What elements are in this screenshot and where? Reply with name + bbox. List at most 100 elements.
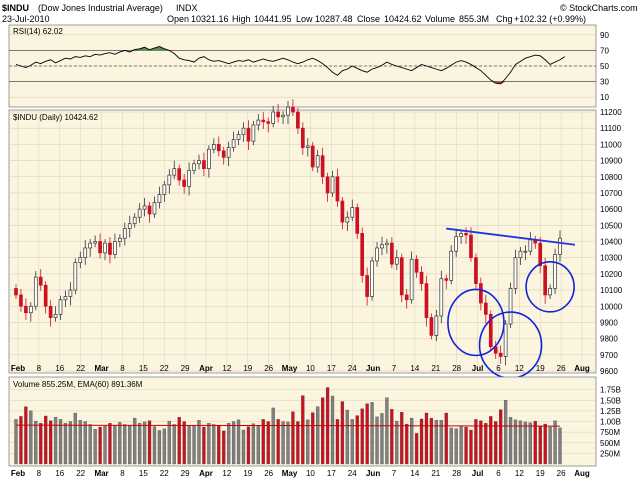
rsi-title: RSI(14) 62.02 [13, 27, 63, 36]
index-name: (Dow Jones Industrial Average) [38, 3, 163, 13]
price-x-label: 28 [452, 364, 461, 373]
price-x-label: 29 [181, 364, 190, 373]
volume-bar [320, 397, 325, 465]
volume-tick-label: 500M [600, 439, 620, 448]
volume-bar [133, 417, 137, 465]
highlight-circle [525, 261, 575, 313]
candle [404, 288, 409, 309]
volume-bar [370, 402, 374, 465]
volume-bar [147, 420, 152, 465]
volume-bar [281, 421, 285, 465]
volume-bar [157, 430, 162, 465]
rsi-extreme-fill [154, 46, 160, 51]
volume-bar [390, 409, 394, 465]
candle [385, 239, 389, 254]
price-tick-label: 9800 [600, 335, 618, 344]
candle [301, 122, 305, 155]
volume-bar [167, 420, 171, 465]
volume-bar [543, 423, 547, 465]
volume-tick-label: 1.25B [600, 407, 621, 416]
volume-bar [340, 401, 345, 465]
volume-bar [444, 412, 448, 465]
volume-bar [503, 400, 508, 465]
volume-bar [152, 426, 157, 465]
candle [310, 141, 315, 172]
high-value: 10441.95 [254, 14, 292, 24]
price-x-labels: Feb 8 16 22 Mar 8 15 22 29 Apr 12 19 26 May 10 17 24 Jun 7… [11, 364, 590, 373]
price-x-label: 22 [160, 364, 169, 373]
volume-x-label: 14 [410, 469, 419, 478]
chart-header: $INDU (Dow Jones Industrial Average) IND… [2, 3, 638, 24]
volume-bar [528, 422, 532, 465]
candle [14, 284, 18, 299]
price-x-label: 17 [327, 364, 336, 373]
candle [291, 99, 295, 117]
candle [157, 186, 162, 209]
rsi-tick-label: 30 [600, 78, 609, 87]
volume-bar [449, 427, 453, 465]
price-tick-label: 10100 [600, 286, 623, 295]
volume-bar [523, 421, 528, 465]
volume-bar [29, 410, 33, 465]
candle [375, 241, 379, 267]
volume-bar [459, 426, 463, 465]
price-x-label: Feb [11, 364, 25, 373]
volume-bar [231, 421, 236, 465]
volume-bar [88, 424, 92, 465]
candle [33, 271, 38, 311]
price-tick-label: 9600 [600, 367, 618, 376]
candle [211, 138, 216, 154]
price-x-label: 8 [37, 364, 42, 373]
price-x-label: Apr [199, 364, 213, 373]
volume-bar [291, 411, 295, 465]
volume-bar [83, 421, 87, 465]
candle [98, 233, 102, 259]
candle [63, 290, 68, 308]
price-x-label: 26 [264, 364, 273, 373]
candle [48, 300, 53, 327]
volume-x-label: 24 [348, 469, 357, 478]
price-x-label: 22 [76, 364, 85, 373]
volume-bar [103, 426, 107, 465]
candle [444, 274, 449, 290]
volume-bar [479, 420, 483, 465]
volume-bar [212, 424, 216, 465]
volume-x-label: Feb [11, 469, 25, 478]
candle [335, 168, 340, 207]
volume-bar [375, 416, 379, 465]
close-label: Close [357, 14, 380, 24]
price-title: $INDU (Daily) 10424.62 [13, 113, 98, 122]
volume-x-label: 8 [120, 469, 125, 478]
volume-x-label: 28 [452, 469, 461, 478]
candle [127, 215, 132, 238]
candle [246, 120, 251, 151]
price-tick-label: 10400 [600, 238, 623, 247]
price-tick-label: 10200 [600, 270, 623, 279]
rsi-tick-label: 70 [600, 46, 609, 55]
rsi-panel: 10 30 50 70 90 RSI(14) 62.02 [8, 24, 609, 108]
volume-x-label: 6 [496, 469, 501, 478]
volume-bar [538, 426, 542, 465]
candle [271, 106, 275, 128]
volume-bar [19, 416, 23, 465]
volume-x-label: 29 [181, 469, 190, 478]
candle [449, 245, 454, 285]
volume-bar [474, 419, 478, 465]
volume-bar [241, 429, 246, 465]
volume-x-label: 10 [306, 469, 315, 478]
price-x-label: 21 [431, 364, 440, 373]
candle [296, 107, 300, 134]
candle [142, 197, 147, 217]
candle [523, 245, 528, 261]
candle [454, 228, 458, 257]
rsi-ticks: 10 30 50 70 90 [600, 31, 609, 102]
candle [558, 230, 562, 262]
volume-x-label: 22 [76, 469, 85, 478]
volume-tick-label: 750M [600, 428, 620, 437]
volume-bar [494, 421, 498, 465]
volume-bar [73, 412, 77, 465]
candle [474, 253, 478, 290]
volume-bar [286, 421, 290, 465]
volume-bar [489, 416, 493, 465]
volume-ema-line [15, 424, 561, 427]
